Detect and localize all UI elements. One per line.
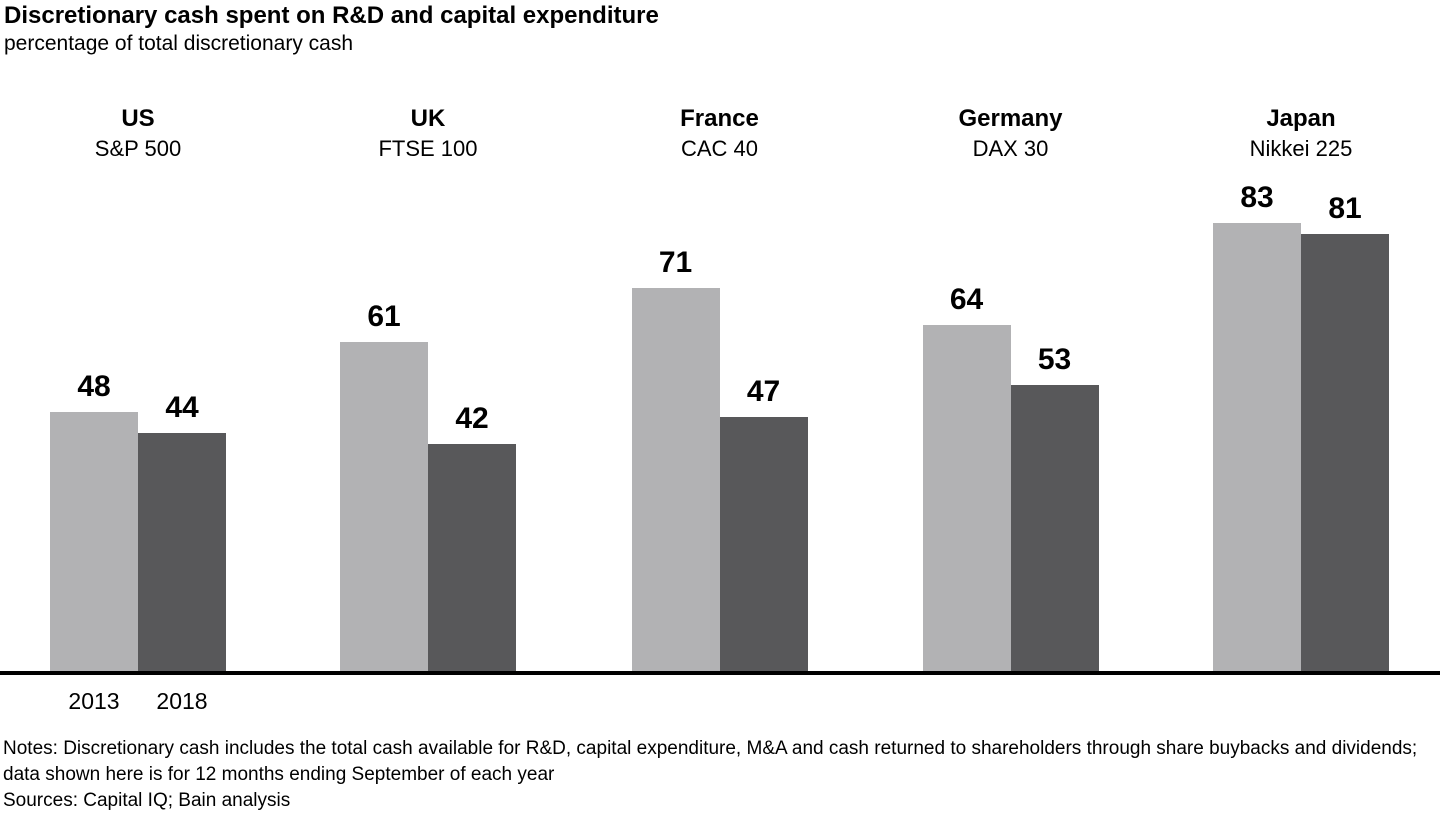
bar-value-label: 44 [165,391,199,425]
footnote-block: Notes: Discretionary cash includes the t… [3,736,1423,814]
group-country-label: UK [410,105,446,132]
bar-value-label: 47 [746,375,781,409]
bar-2018-france [719,417,808,671]
bar-value-label: 61 [367,299,401,333]
bar-value-label: 81 [1328,191,1362,225]
bar-2018-germany [1010,384,1099,671]
sources-text: Sources: Capital IQ; Bain analysis [3,790,291,811]
series-year-label: 2013 [68,688,120,714]
bar-group-france: France CAC 40 71 47 [631,95,808,671]
group-index-label: Nikkei 225 [1249,136,1353,161]
bar-group-japan: Japan Nikkei 225 83 81 [1213,95,1389,671]
chart-title: Discretionary cash spent on R&D and capi… [4,2,659,29]
bar-value-label: 48 [77,369,111,403]
bar-value-label: 42 [455,402,489,436]
bar-2013-us [50,411,138,671]
series-year-label: 2018 [156,688,208,714]
group-country-label: US [121,105,155,132]
group-index-label: S&P 500 [94,136,182,161]
chart-subtitle: percentage of total discretionary cash [4,32,354,55]
bar-value-label: 71 [658,245,693,279]
group-index-label: CAC 40 [680,136,759,161]
bar-value-label: 53 [1037,342,1072,376]
bar-chart: US S&P 500 48 2013 44 2018 UK FTSE 100 61 42 Franc… [0,95,1440,714]
group-index-label: FTSE 100 [378,136,478,161]
bar-group-germany: Germany DAX 30 64 53 [922,95,1099,671]
group-country-label: Germany [958,105,1063,132]
group-country-label: Japan [1266,105,1336,132]
bar-2018-uk [428,444,516,671]
group-country-label: France [680,105,759,132]
bar-2018-us [138,433,226,671]
notes-text: Notes: Discretionary cash includes the t… [3,738,1418,785]
bar-2013-japan [1213,222,1301,671]
bar-2013-germany [922,325,1011,671]
bar-value-label: 64 [949,283,984,317]
bar-group-uk: UK FTSE 100 61 42 [340,95,516,671]
bar-2013-france [631,287,720,671]
bar-2013-uk [340,341,428,671]
bar-2018-japan [1301,233,1389,671]
bar-group-us: US S&P 500 48 2013 44 2018 [50,95,226,714]
bar-value-label: 83 [1240,180,1274,214]
group-index-label: DAX 30 [972,136,1049,161]
